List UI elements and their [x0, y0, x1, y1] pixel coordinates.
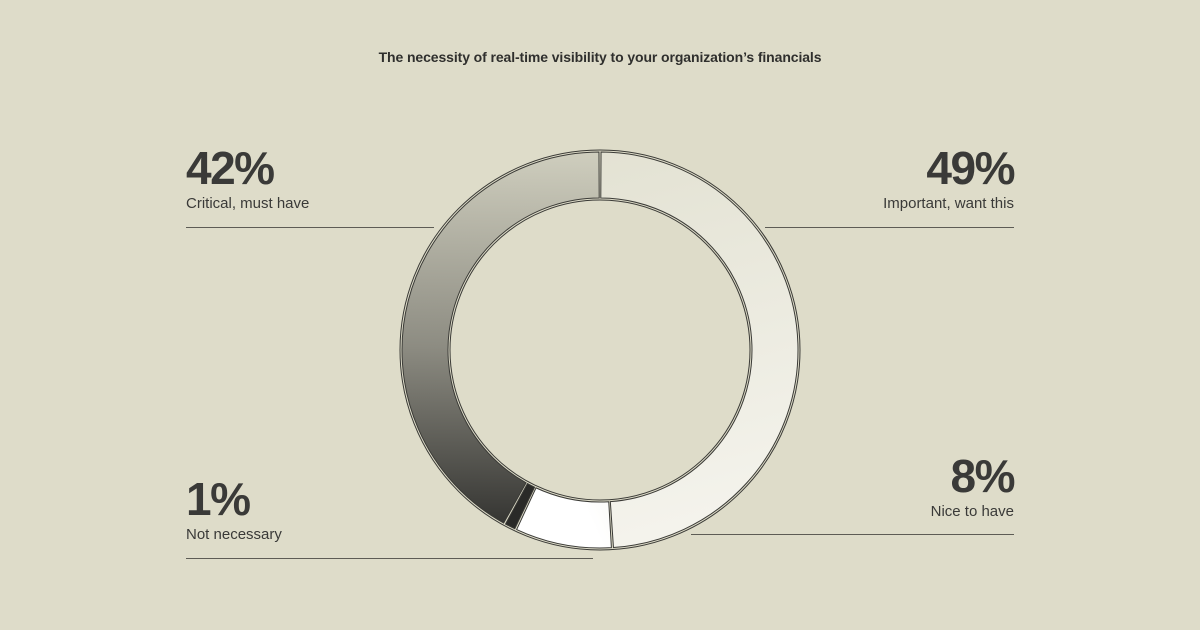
leader-line-critical	[186, 227, 434, 228]
stat-nice: 8% Nice to have	[930, 450, 1016, 521]
stat-critical: 42% Critical, must have	[186, 145, 309, 213]
stat-important: 49% Important, want this	[883, 142, 1015, 213]
stat-important-label: Important, want this	[883, 195, 1014, 212]
leader-line-important	[765, 227, 1014, 228]
chart-title: The necessity of real-time visibility to…	[378, 49, 822, 65]
stat-not-necessary-label: Not necessary	[186, 526, 282, 543]
donut-segments	[401, 151, 799, 549]
donut-segment-not-necessary	[504, 482, 536, 530]
stat-critical-value: 42%	[186, 142, 275, 194]
stat-critical-label: Critical, must have	[186, 195, 310, 212]
stat-nice-value: 8%	[950, 450, 1016, 502]
stat-important-value: 49%	[926, 142, 1015, 194]
leader-line-nice	[691, 534, 1014, 535]
donut-outer-edge	[399, 149, 801, 551]
donut-segment-critical	[401, 151, 600, 524]
leader-line-not-necessary	[186, 558, 593, 559]
stat-not-necessary: 1% Not necessary	[186, 476, 282, 544]
stat-nice-label: Nice to have	[930, 503, 1014, 520]
stat-not-necessary-value: 1%	[186, 473, 251, 525]
donut-inner-edge	[449, 199, 751, 501]
donut-segment-nice	[515, 487, 612, 549]
donut-segment-important	[600, 151, 799, 549]
